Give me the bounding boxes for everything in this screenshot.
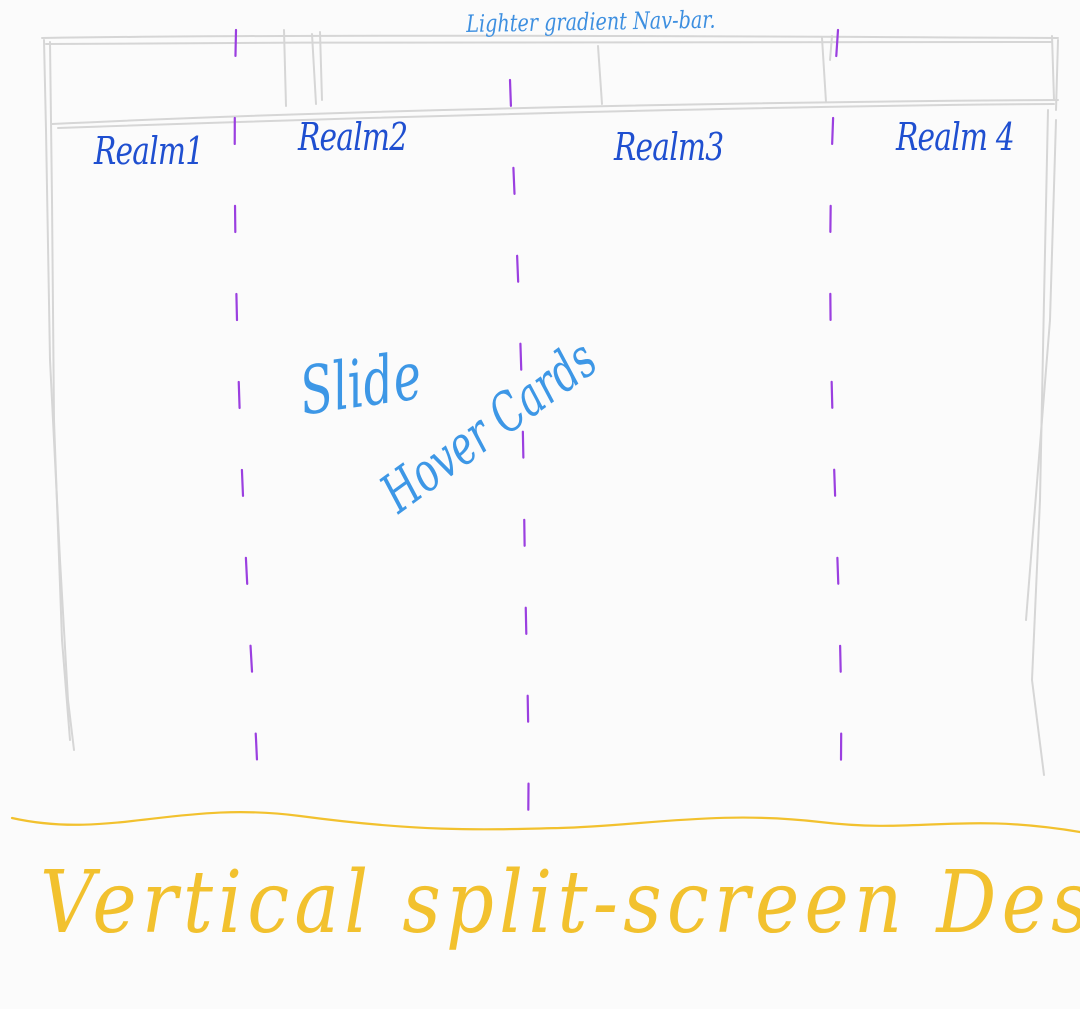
column-divider-1 <box>233 28 260 792</box>
annotation-slide: Slide <box>295 337 427 431</box>
navbar-frame <box>51 29 1059 129</box>
navbar-note: Lighter gradient Nav-bar. <box>465 5 716 38</box>
column-divider-2 <box>508 78 530 832</box>
column-divider-3 <box>829 28 843 822</box>
realm-1-link[interactable]: Realm1 <box>94 129 204 173</box>
realm-4-link[interactable]: Realm 4 <box>896 115 1015 159</box>
realm-2-link[interactable]: Realm2 <box>298 115 408 159</box>
page-frame <box>41 34 1059 776</box>
realm-3-link[interactable]: Realm3 <box>614 125 724 169</box>
footer-title: Vertical split-screen Designs. <box>40 853 1080 953</box>
footer-divider <box>10 811 1080 834</box>
